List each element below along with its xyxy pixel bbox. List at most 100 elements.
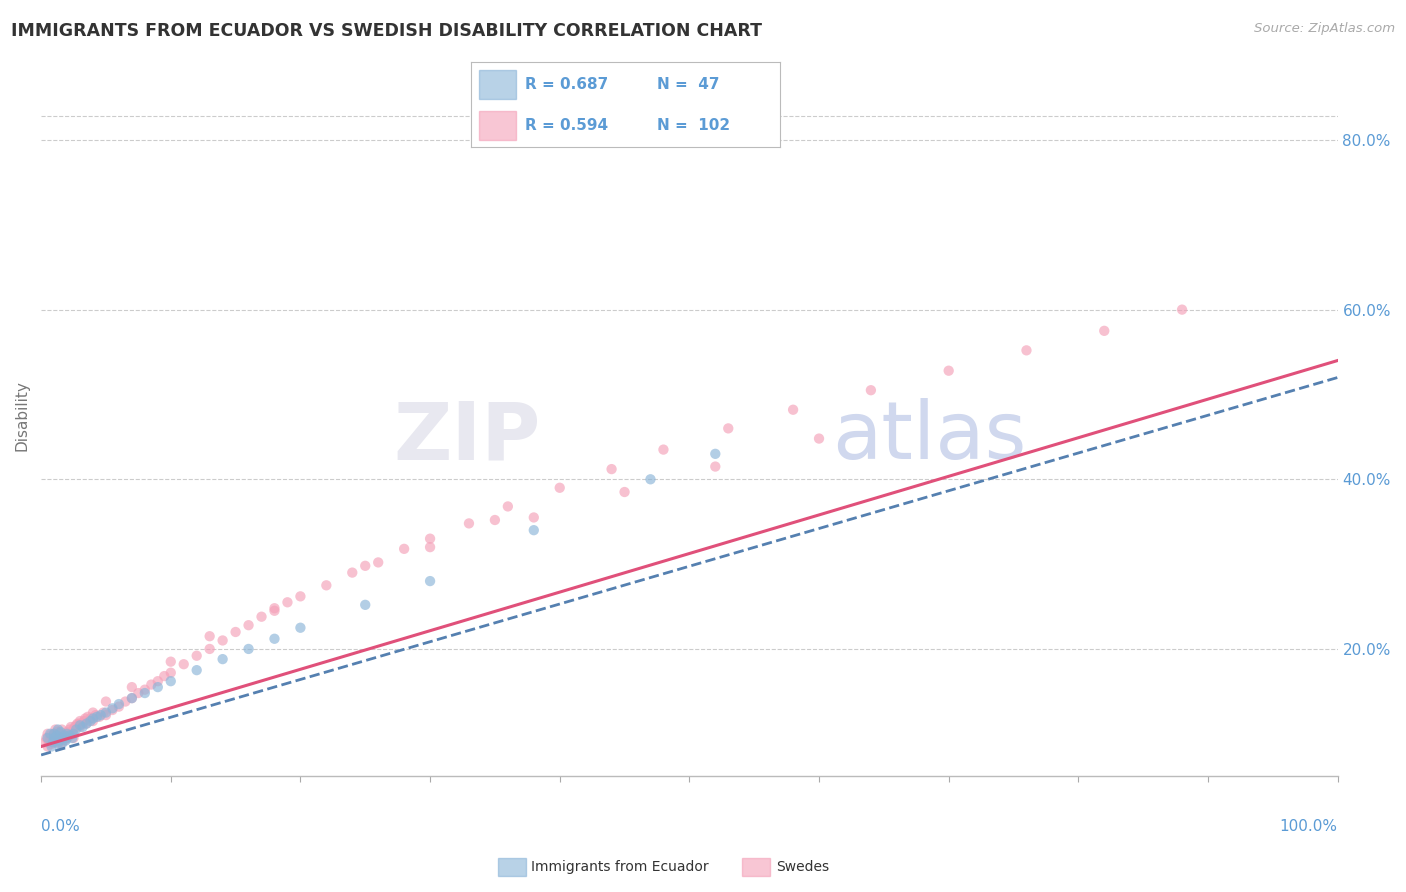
Point — [290, 621, 312, 635]
Point — [94, 708, 117, 723]
Text: IMMIGRANTS FROM ECUADOR VS SWEDISH DISABILITY CORRELATION CHART: IMMIGRANTS FROM ECUADOR VS SWEDISH DISAB… — [11, 22, 762, 40]
Point — [60, 725, 83, 739]
Point — [69, 720, 91, 734]
Point — [114, 694, 136, 708]
Point — [69, 714, 91, 728]
Point — [39, 729, 62, 743]
Point — [48, 733, 70, 747]
Point — [60, 731, 83, 745]
Point — [62, 727, 84, 741]
Point — [48, 731, 70, 745]
Point — [717, 421, 740, 435]
Point — [263, 632, 285, 646]
Point — [42, 731, 65, 745]
Point — [523, 510, 546, 524]
Text: Swedes: Swedes — [776, 860, 830, 874]
Point — [198, 642, 221, 657]
Point — [121, 680, 143, 694]
Point — [55, 733, 77, 747]
Point — [238, 642, 260, 657]
Point — [45, 725, 67, 739]
Point — [367, 556, 389, 570]
Text: atlas: atlas — [832, 399, 1026, 476]
Point — [108, 697, 131, 711]
Point — [82, 706, 104, 720]
Point — [75, 711, 97, 725]
Point — [782, 402, 804, 417]
Point — [89, 710, 111, 724]
Point — [146, 674, 169, 689]
Point — [42, 731, 65, 745]
Point — [56, 725, 79, 739]
Text: Immigrants from Ecuador: Immigrants from Ecuador — [531, 860, 709, 874]
Point — [225, 624, 247, 639]
Point — [45, 729, 67, 743]
Point — [276, 595, 298, 609]
Point — [101, 703, 124, 717]
Point — [419, 532, 441, 546]
Point — [159, 674, 181, 689]
Point — [173, 657, 195, 672]
Point — [37, 727, 59, 741]
Point — [51, 737, 73, 751]
Point — [238, 618, 260, 632]
Point — [44, 731, 66, 745]
Point — [121, 691, 143, 706]
Point — [342, 566, 364, 580]
Point — [69, 718, 91, 732]
Point — [53, 727, 76, 741]
Point — [46, 723, 69, 737]
Point — [84, 708, 107, 723]
Point — [69, 716, 91, 731]
Point — [42, 727, 65, 741]
Point — [53, 733, 76, 747]
Point — [65, 723, 87, 737]
Point — [51, 723, 73, 737]
Point — [49, 725, 72, 739]
Point — [42, 735, 65, 749]
Text: R = 0.687: R = 0.687 — [526, 77, 609, 92]
Point — [53, 729, 76, 743]
Point — [1171, 302, 1194, 317]
Point — [859, 383, 882, 397]
Text: 0.0%: 0.0% — [41, 820, 80, 834]
Point — [49, 731, 72, 745]
Point — [59, 729, 82, 743]
Point — [419, 540, 441, 554]
Point — [56, 731, 79, 745]
Point — [392, 541, 415, 556]
Point — [52, 729, 75, 743]
Point — [76, 716, 98, 731]
Point — [72, 720, 94, 734]
Point — [76, 710, 98, 724]
Point — [42, 727, 65, 741]
Point — [42, 735, 65, 749]
Point — [90, 708, 112, 723]
Point — [704, 447, 727, 461]
Text: R = 0.594: R = 0.594 — [526, 118, 609, 133]
Point — [938, 364, 960, 378]
Point — [134, 686, 156, 700]
Point — [66, 716, 89, 731]
Point — [58, 729, 80, 743]
Point — [62, 731, 84, 745]
Point — [73, 714, 96, 728]
Point — [94, 694, 117, 708]
Point — [76, 716, 98, 731]
Point — [141, 677, 163, 691]
Point — [39, 727, 62, 741]
Point — [63, 720, 86, 734]
Point — [250, 609, 273, 624]
Point — [56, 727, 79, 741]
Point — [600, 462, 623, 476]
Point — [59, 727, 82, 741]
Point — [65, 718, 87, 732]
Point — [93, 706, 115, 720]
Point — [46, 737, 69, 751]
Point — [186, 648, 208, 663]
Point — [34, 735, 56, 749]
Point — [35, 731, 58, 745]
Point — [808, 432, 831, 446]
Point — [59, 723, 82, 737]
Point — [354, 598, 377, 612]
